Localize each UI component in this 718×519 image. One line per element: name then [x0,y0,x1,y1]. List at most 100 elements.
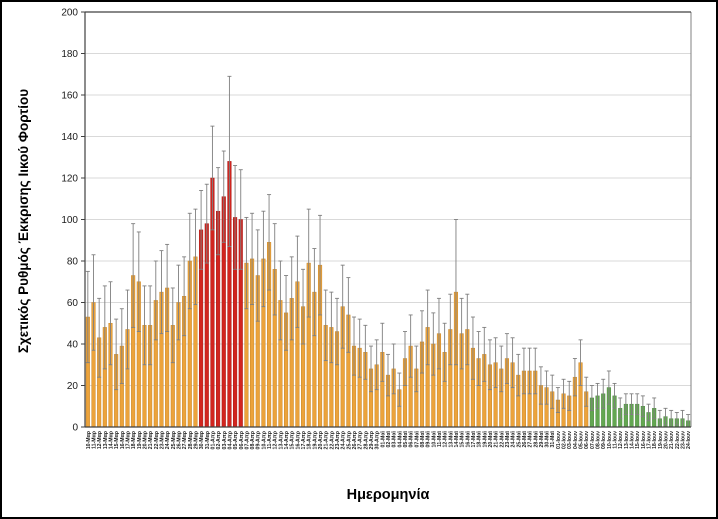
svg-text:06-Ιουν: 06-Ιουν [584,431,590,449]
svg-text:26-Μαϊ: 26-Μαϊ [522,430,528,447]
svg-text:28-Μαϊ: 28-Μαϊ [533,430,539,447]
svg-text:17-Μαϊ: 17-Μαϊ [471,430,477,447]
svg-text:15-Ιουν: 15-Ιουν [635,431,641,449]
svg-text:02-Ιουν: 02-Ιουν [562,431,568,449]
svg-text:80: 80 [67,257,79,268]
svg-text:31-Μαϊ: 31-Μαϊ [550,430,556,447]
svg-text:15-Μαρ: 15-Μαρ [114,431,120,449]
svg-text:24-Απρ: 24-Απρ [341,431,347,449]
svg-text:20: 20 [67,381,79,392]
svg-text:06-Απρ: 06-Απρ [239,431,245,449]
svg-text:60: 60 [67,298,79,309]
svg-text:30-Απρ: 30-Απρ [375,431,381,449]
svg-text:02-Απρ: 02-Απρ [216,431,222,449]
svg-text:17-Μαρ: 17-Μαρ [125,431,131,449]
svg-text:23-Μαρ: 23-Μαρ [159,431,165,449]
svg-text:10-Ιουν: 10-Ιουν [607,431,613,449]
svg-text:12-Μαρ: 12-Μαρ [97,431,103,449]
svg-text:19-Απρ: 19-Απρ [312,431,318,449]
svg-text:11-Απρ: 11-Απρ [267,431,273,449]
svg-text:23-Μαϊ: 23-Μαϊ [505,430,511,447]
svg-text:08-Απρ: 08-Απρ [250,431,256,449]
svg-text:20-Απρ: 20-Απρ [318,431,324,449]
svg-text:14-Μαρ: 14-Μαρ [108,431,114,449]
svg-text:19-Μαρ: 19-Μαρ [137,431,143,449]
svg-text:200: 200 [61,8,78,19]
svg-text:29-Μαρ: 29-Μαρ [193,431,199,449]
x-axis-labels: 10-Μαρ 11-Μαρ 12-Μαρ 13-Μαρ 14-Μαρ 15-Μαρ 16-Μ… [86,430,692,449]
svg-text:120: 120 [61,174,78,185]
svg-text:21-Ιουν: 21-Ιουν [669,431,675,449]
svg-text:16-Μαϊ: 16-Μαϊ [465,430,471,447]
svg-text:15-Μαϊ: 15-Μαϊ [460,430,466,447]
svg-text:18-Μαϊ: 18-Μαϊ [477,430,483,447]
svg-text:22-Μαϊ: 22-Μαϊ [499,430,505,447]
svg-text:21-Μαϊ: 21-Μαϊ [494,430,500,447]
svg-text:25-Μαρ: 25-Μαρ [171,431,177,449]
svg-text:07-Ιουν: 07-Ιουν [590,431,596,449]
svg-text:08-Μαϊ: 08-Μαϊ [420,430,426,447]
svg-text:20-Μαρ: 20-Μαρ [142,431,148,449]
svg-text:06-Μαϊ: 06-Μαϊ [409,430,415,447]
svg-text:21-Απρ: 21-Απρ [324,431,330,449]
svg-text:13-Απρ: 13-Απρ [278,431,284,449]
y-axis-ticks [81,11,85,428]
plot-frame [84,11,692,428]
svg-text:11-Μαρ: 11-Μαρ [92,431,98,449]
svg-text:100: 100 [61,215,78,226]
svg-text:27-Απρ: 27-Απρ [358,431,364,449]
svg-text:28-Απρ: 28-Απρ [363,431,369,449]
svg-text:05-Μαϊ: 05-Μαϊ [403,430,409,447]
svg-text:17-Ιουν: 17-Ιουν [647,431,653,449]
gridlines [85,11,691,386]
svg-text:01-Ιουν: 01-Ιουν [556,431,562,449]
svg-text:15-Απρ: 15-Απρ [290,431,296,449]
svg-text:18-Απρ: 18-Απρ [307,431,313,449]
svg-text:40: 40 [67,340,79,351]
svg-text:30-Μαϊ: 30-Μαϊ [545,430,551,447]
svg-text:11-Μαϊ: 11-Μαϊ [437,430,443,447]
svg-text:02-Μαϊ: 02-Μαϊ [386,430,392,447]
svg-text:21-Μαρ: 21-Μαρ [148,431,154,449]
svg-text:31-Μαρ: 31-Μαρ [205,431,211,449]
svg-text:11-Ιουν: 11-Ιουν [613,431,619,449]
svg-text:12-Απρ: 12-Απρ [273,431,279,449]
svg-text:20-Ιουν: 20-Ιουν [664,431,670,449]
y-axis-title: Σχετικός Ρυθμός Έκκρισης Ιικού Φορτίου [16,89,31,353]
svg-text:29-Μαϊ: 29-Μαϊ [539,430,545,447]
svg-text:26-Απρ: 26-Απρ [352,431,358,449]
x-axis-title: Ημερομηνία [347,487,430,503]
svg-text:19-Μαϊ: 19-Μαϊ [482,430,488,447]
svg-text:10-Μαϊ: 10-Μαϊ [431,430,437,447]
svg-text:28-Μαρ: 28-Μαρ [188,431,194,449]
svg-text:14-Μαϊ: 14-Μαϊ [454,430,460,447]
svg-text:13-Μαϊ: 13-Μαϊ [448,430,454,447]
svg-text:07-Μαϊ: 07-Μαϊ [414,430,420,447]
svg-text:14-Ιουν: 14-Ιουν [630,431,636,449]
svg-text:09-Απρ: 09-Απρ [256,431,262,449]
svg-text:23-Ιουν: 23-Ιουν [681,431,687,449]
svg-text:03-Ιουν: 03-Ιουν [567,431,573,449]
svg-text:07-Απρ: 07-Απρ [244,431,250,449]
svg-text:30-Μαρ: 30-Μαρ [199,431,205,449]
y-axis-labels: 0 20 40 60 80 100 120 140 160 180 200 [61,8,78,434]
svg-text:14-Απρ: 14-Απρ [284,431,290,449]
svg-text:16-Απρ: 16-Απρ [295,431,301,449]
svg-text:16-Ιουν: 16-Ιουν [641,431,647,449]
svg-text:18-Μαρ: 18-Μαρ [131,431,137,449]
svg-text:22-Απρ: 22-Απρ [329,431,335,449]
svg-text:13-Ιουν: 13-Ιουν [624,431,630,449]
svg-text:13-Μαρ: 13-Μαρ [103,431,109,449]
svg-text:19-Ιουν: 19-Ιουν [658,431,664,449]
svg-text:20-Μαϊ: 20-Μαϊ [488,430,494,447]
svg-text:25-Απρ: 25-Απρ [346,431,352,449]
svg-text:09-Μαϊ: 09-Μαϊ [426,430,432,447]
svg-text:24-Ιουν: 24-Ιουν [686,431,692,449]
svg-text:03-Μαϊ: 03-Μαϊ [392,430,398,447]
svg-text:24-Μαρ: 24-Μαρ [165,431,171,449]
svg-text:25-Μαϊ: 25-Μαϊ [516,430,522,447]
svg-text:16-Μαρ: 16-Μαρ [120,431,126,449]
svg-text:160: 160 [61,91,78,102]
